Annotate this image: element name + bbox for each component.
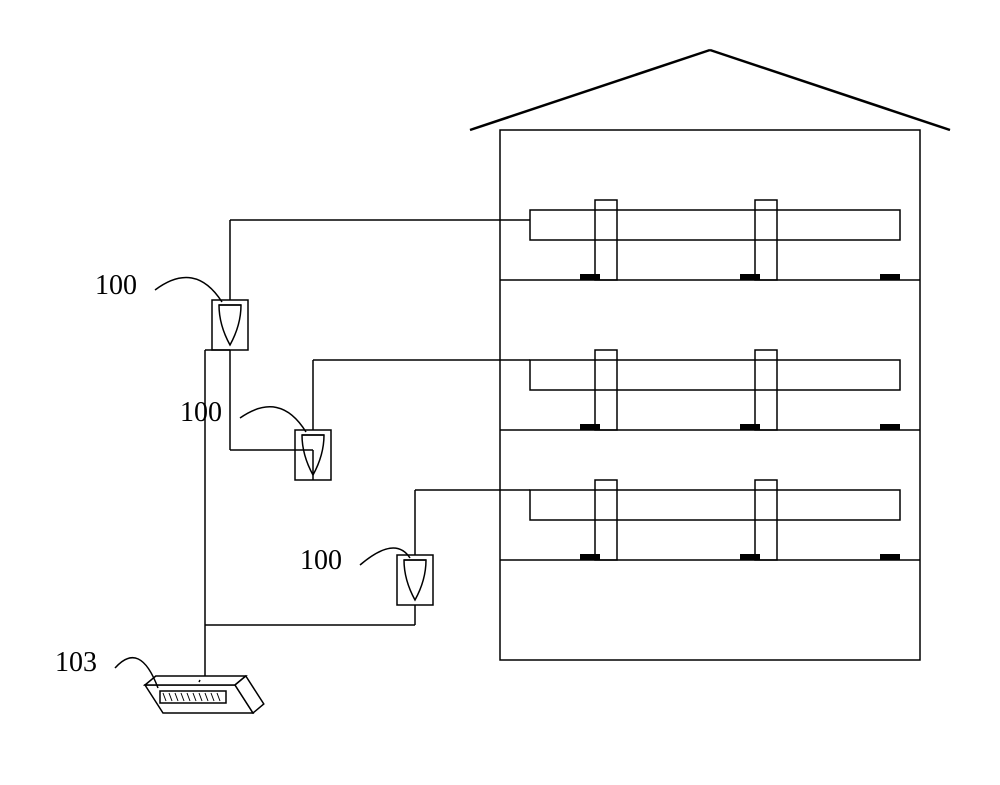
label-103: 103 <box>55 647 97 679</box>
diagram-canvas: 100 100 100 103 <box>0 0 1000 785</box>
label-100-1: 100 <box>95 270 137 302</box>
diagram-svg <box>0 0 1000 785</box>
sensor-3 <box>397 555 433 605</box>
label-100-2: 100 <box>180 397 222 429</box>
label-100-3: 100 <box>300 545 342 577</box>
sensor-1 <box>212 300 248 350</box>
